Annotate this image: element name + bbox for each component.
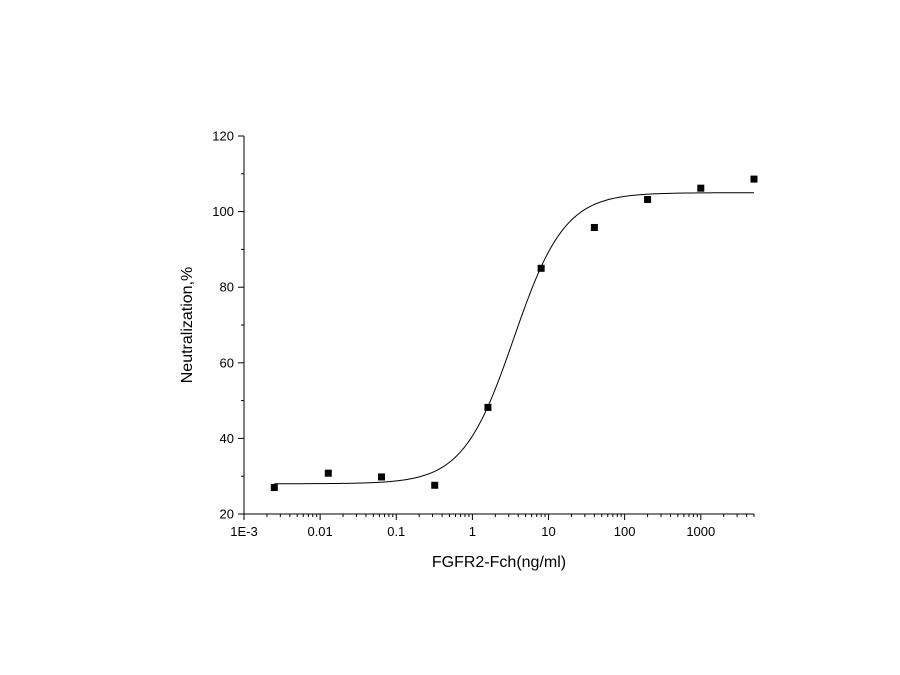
x-tick-label: 0.1 xyxy=(387,524,405,539)
x-tick-label: 0.01 xyxy=(307,524,332,539)
y-tick-label: 80 xyxy=(220,280,234,295)
x-axis-title: FGFR2-Fch(ng/ml) xyxy=(432,554,566,571)
fit-curve xyxy=(274,192,755,485)
x-tick-label: 1 xyxy=(469,524,476,539)
x-tick-label: 100 xyxy=(614,524,636,539)
y-axis: 20 40 60 80 100 120 xyxy=(212,129,244,522)
data-point xyxy=(697,184,705,192)
y-tick-label: 20 xyxy=(220,507,234,522)
data-point xyxy=(750,175,758,183)
data-point xyxy=(484,403,492,411)
data-point xyxy=(324,469,332,477)
x-tick-label: 10 xyxy=(541,524,555,539)
fit-curve-layer xyxy=(274,192,755,485)
data-points xyxy=(270,175,758,492)
x-tick-label: 1000 xyxy=(686,524,715,539)
data-point xyxy=(378,473,386,481)
data-point xyxy=(537,264,545,272)
y-tick-label: 120 xyxy=(212,129,234,144)
x-axis: 1E-3 0.01 0.1 1 10 100 1000 xyxy=(230,514,755,539)
y-axis-title: Neutralization,% xyxy=(179,267,196,384)
data-point xyxy=(590,223,598,231)
data-point xyxy=(644,196,652,204)
x-tick-label: 1E-3 xyxy=(230,524,257,539)
y-tick-label: 60 xyxy=(220,355,234,370)
y-tick-label: 40 xyxy=(220,431,234,446)
data-point xyxy=(270,484,278,492)
data-point xyxy=(431,481,439,489)
y-tick-label: 100 xyxy=(212,204,234,219)
